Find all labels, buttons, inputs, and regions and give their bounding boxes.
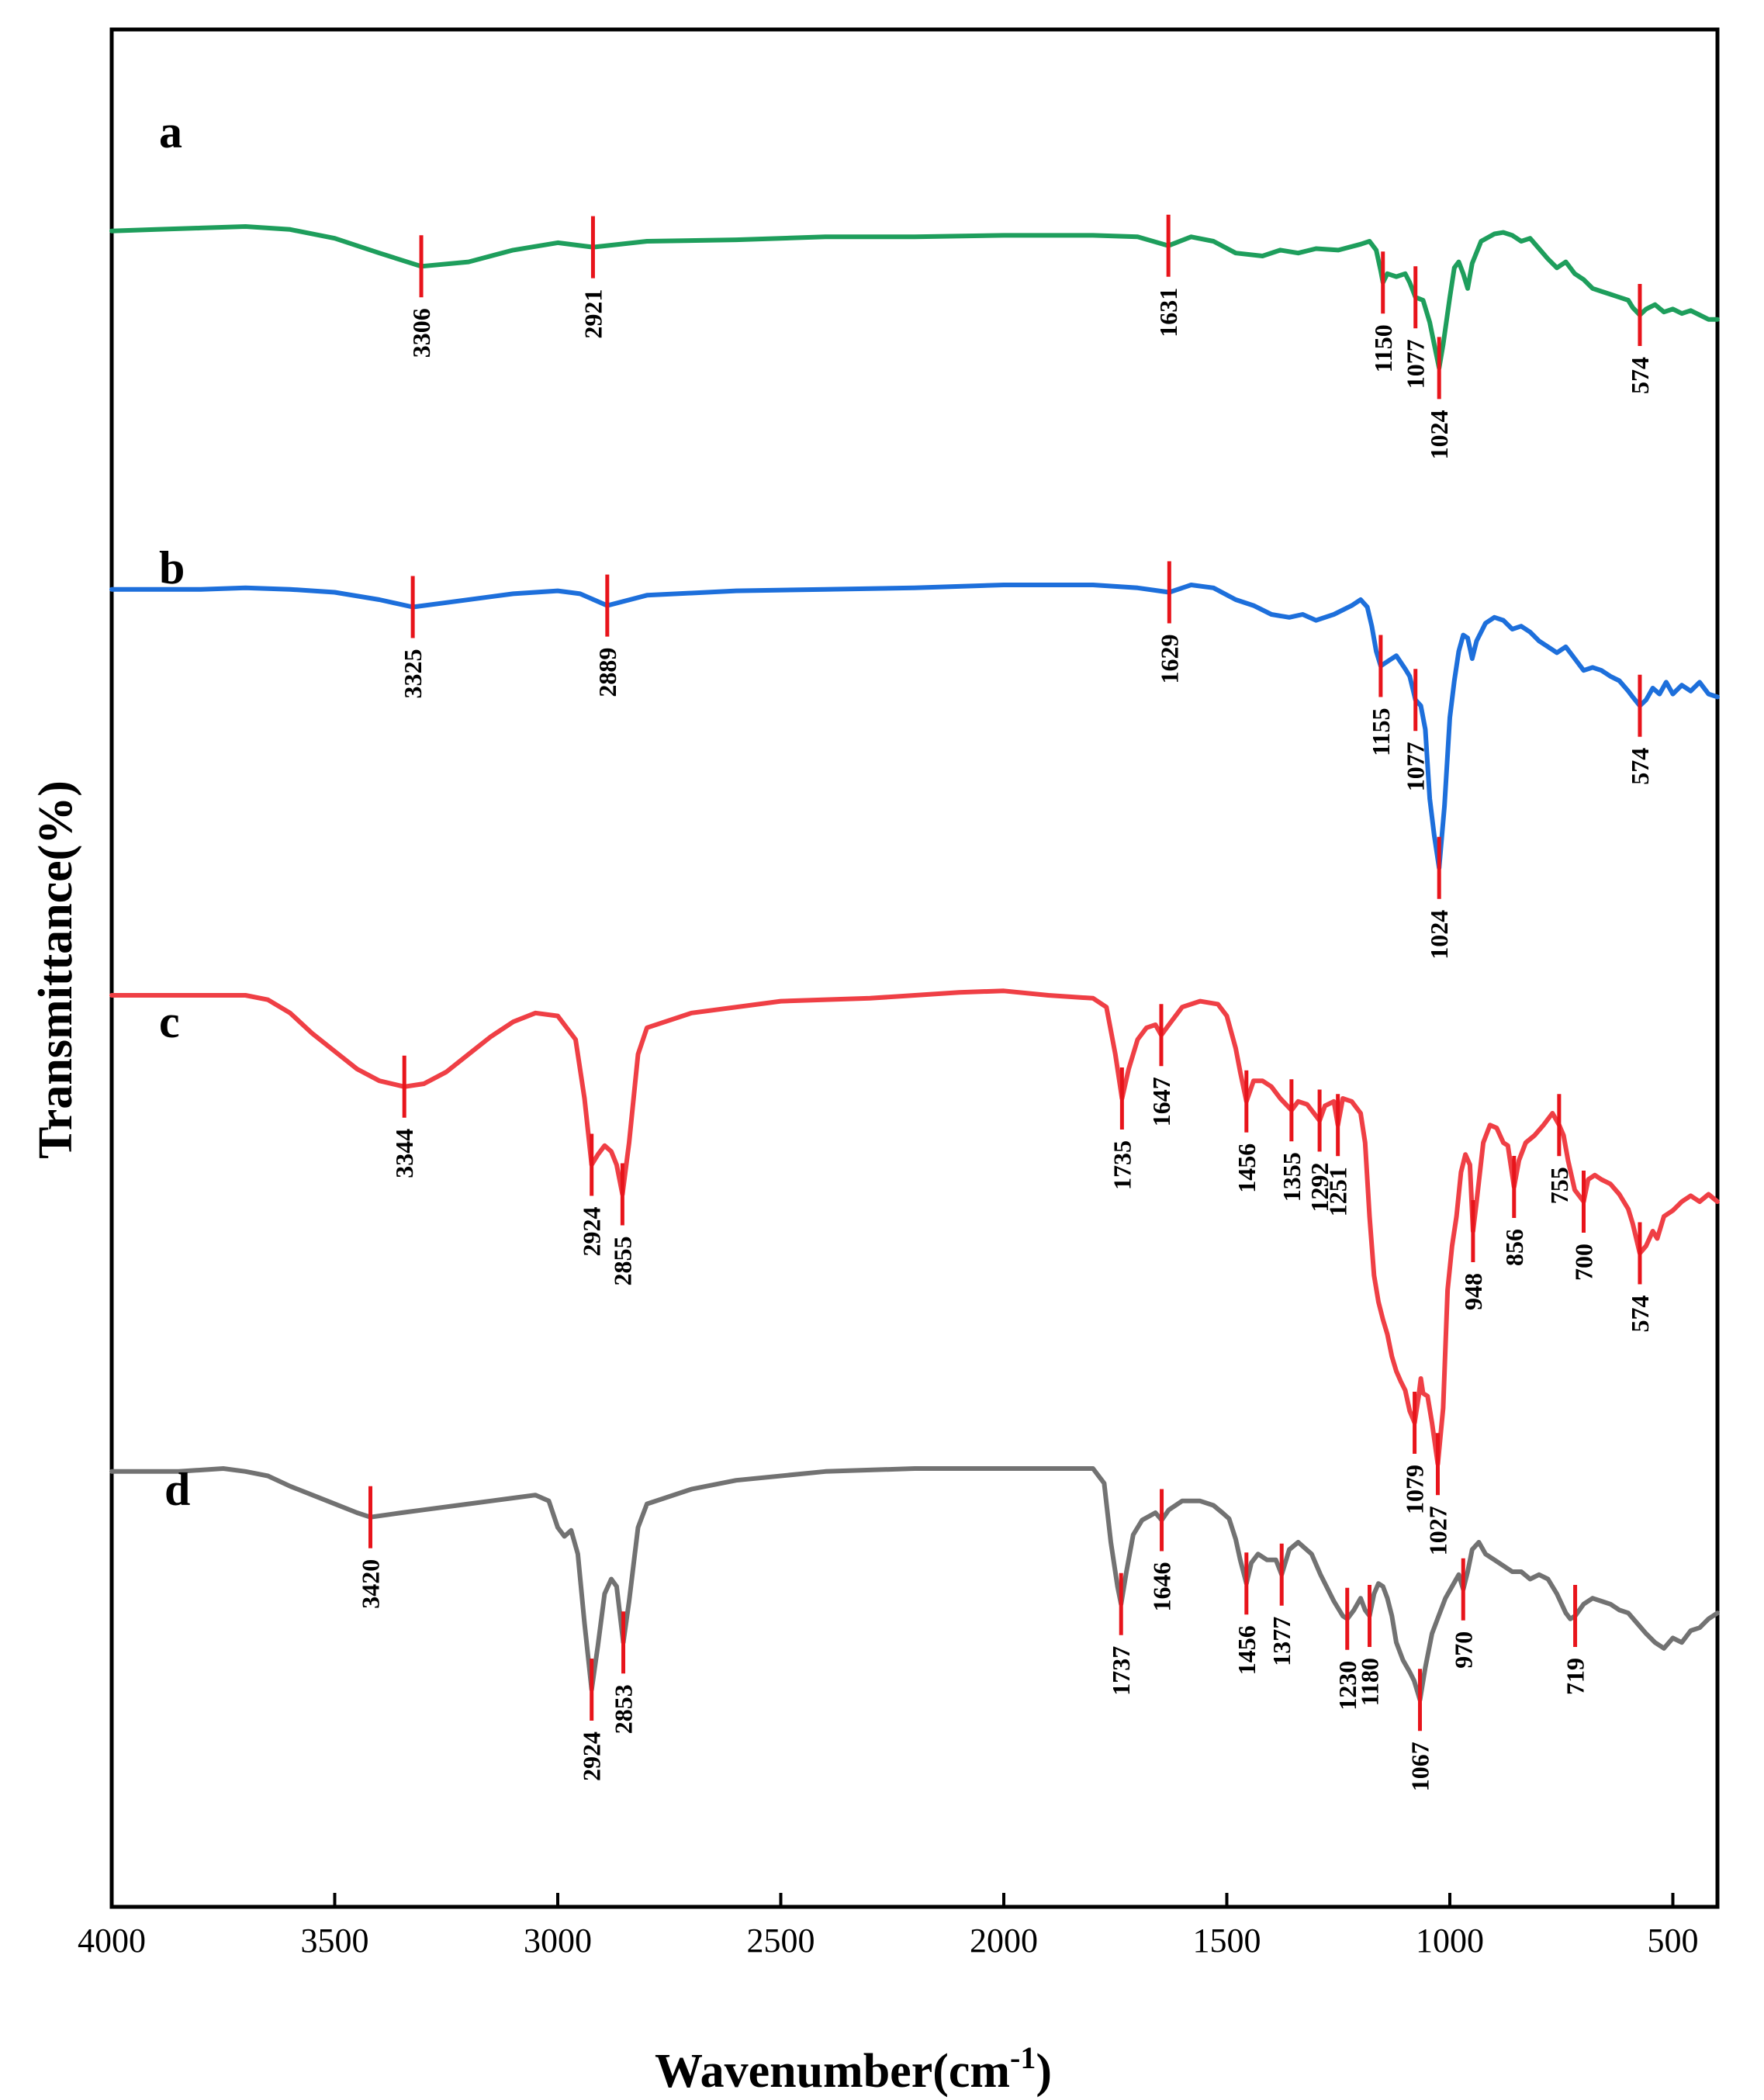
y-axis-title: Transmittance(%) [29, 780, 82, 1159]
x-axis-title: Wavenumber(cm-1) [655, 2040, 1052, 2098]
peak-label-c-2855: 2855 [608, 1237, 636, 1286]
peak-label-c-1079: 1079 [1401, 1465, 1429, 1514]
x-tick-label-3500: 3500 [301, 1922, 369, 1960]
peak-label-c-3344: 3344 [390, 1129, 418, 1178]
x-tick-label-500: 500 [1648, 1922, 1699, 1960]
x-tick-label-2000: 2000 [970, 1922, 1038, 1960]
series-label-b: b [159, 542, 185, 593]
peak-label-d-1646: 1646 [1148, 1562, 1176, 1612]
series-line-a [109, 224, 1720, 371]
series-label-d: d [164, 1464, 190, 1515]
peak-label-c-1735: 1735 [1108, 1140, 1136, 1190]
peak-label-d-2924: 2924 [578, 1732, 606, 1781]
series-line-c [109, 988, 1720, 1467]
peak-label-a-1077: 1077 [1402, 339, 1430, 389]
peak-label-d-1737: 1737 [1107, 1646, 1135, 1696]
x-tick-label-2500: 2500 [747, 1922, 815, 1960]
peak-label-a-2921: 2921 [579, 289, 607, 339]
series-label-a: a [159, 106, 182, 157]
series-label-c: c [159, 996, 180, 1047]
peak-label-c-1355: 1355 [1278, 1152, 1306, 1202]
peak-label-b-1155: 1155 [1367, 708, 1395, 756]
peak-label-d-1377: 1377 [1268, 1617, 1295, 1666]
series-layer: a b c d [109, 106, 1720, 1703]
series-line-b [109, 583, 1720, 870]
peak-label-b-1629: 1629 [1155, 635, 1183, 684]
peak-label-c-755: 755 [1545, 1167, 1573, 1204]
peak-label-c-948: 948 [1459, 1273, 1487, 1310]
peak-label-a-1024: 1024 [1425, 410, 1453, 459]
peak-label-d-719: 719 [1562, 1658, 1589, 1695]
peak-label-d-1230: 1230 [1333, 1661, 1361, 1711]
peak-label-c-574: 574 [1626, 1296, 1654, 1333]
x-tick-label-3000: 3000 [524, 1922, 592, 1960]
peak-label-b-3325: 3325 [399, 649, 427, 699]
x-axis: 4000 3500 3000 2500 2000 1500 1000 500 [78, 1893, 1699, 1960]
peak-label-c-856: 856 [1500, 1229, 1528, 1266]
peak-label-d-1067: 1067 [1406, 1742, 1434, 1791]
x-tick-label-1000: 1000 [1416, 1922, 1484, 1960]
peak-label-b-2889: 2889 [593, 648, 621, 697]
peak-label-c-1456: 1456 [1233, 1143, 1261, 1193]
peak-label-a-1631: 1631 [1154, 288, 1182, 337]
plot-frame [109, 27, 1720, 1909]
peak-label-a-1150: 1150 [1369, 324, 1397, 372]
peak-label-d-970: 970 [1449, 1631, 1477, 1669]
peak-label-d-1456: 1456 [1233, 1625, 1261, 1675]
peak-label-c-1292: 1292 [1306, 1163, 1333, 1213]
peak-label-a-574: 574 [1626, 357, 1654, 394]
x-tick-label-4000: 4000 [78, 1922, 146, 1960]
peak-label-d-1180: 1180 [1356, 1658, 1384, 1706]
x-axis-title-close: ) [1036, 2045, 1052, 2098]
series-line-d [109, 1466, 1720, 1703]
peak-label-c-1647: 1647 [1147, 1077, 1175, 1126]
peak-label-c-2924: 2924 [578, 1207, 606, 1257]
peak-label-b-574: 574 [1626, 748, 1654, 785]
peak-label-b-1024: 1024 [1425, 910, 1453, 960]
x-axis-title-superscript: -1 [1010, 2040, 1036, 2075]
peak-label-c-1251: 1251 [1324, 1167, 1352, 1216]
peak-label-c-1027: 1027 [1423, 1506, 1451, 1555]
x-axis-title-text: Wavenumber(cm [655, 2045, 1010, 2098]
peak-label-d-2853: 2853 [610, 1684, 638, 1734]
x-tick-label-1500: 1500 [1193, 1922, 1261, 1960]
peak-label-b-1077: 1077 [1402, 742, 1430, 791]
peak-label-d-3420: 3420 [357, 1559, 385, 1609]
peak-label-c-700: 700 [1570, 1244, 1598, 1281]
peak-label-a-3306: 3306 [407, 308, 435, 358]
